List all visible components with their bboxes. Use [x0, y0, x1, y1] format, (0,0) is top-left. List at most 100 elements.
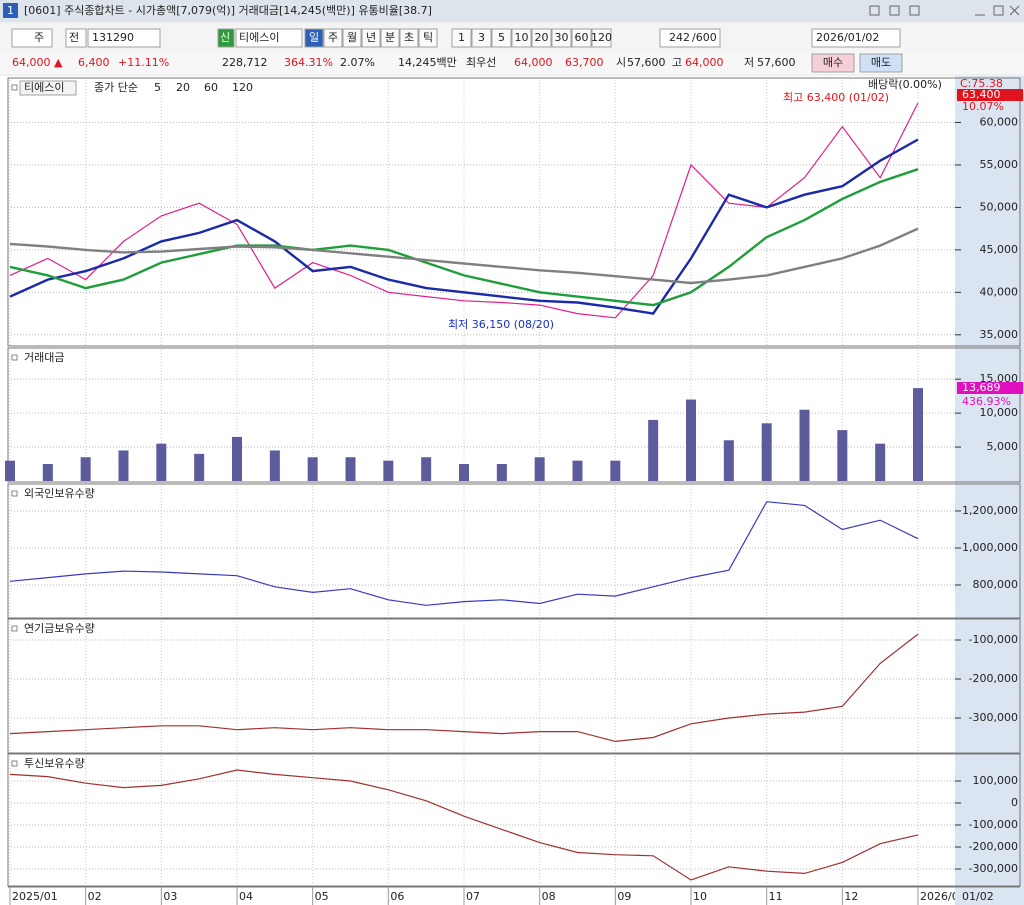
period-button[interactable] [361, 28, 381, 48]
quote-change: 6,400 [78, 56, 110, 69]
series-line [9, 168, 919, 307]
bar [723, 440, 734, 481]
market[interactable]: 주 [34, 31, 44, 44]
interval-button[interactable] [491, 28, 512, 48]
period-button[interactable] [380, 28, 400, 48]
y-tick-label: 35,000 [980, 328, 1019, 341]
name-box[interactable] [235, 28, 303, 48]
interval-label[interactable]: 10 [515, 31, 529, 44]
panel-frame [7, 483, 1021, 619]
interval-label[interactable]: 60 [575, 31, 589, 44]
y-tick-label: 0 [1011, 796, 1018, 809]
x-tick-label: 04 [239, 890, 253, 903]
period-button[interactable] [342, 28, 362, 48]
y-tick-label: 60,000 [980, 115, 1019, 128]
bar [572, 460, 583, 481]
bar [232, 436, 242, 481]
annotation: 최저 36,150 (08/20) [448, 318, 554, 331]
code[interactable]: 131290 [92, 31, 134, 44]
panel-title: 연기금보유수량 [24, 622, 95, 635]
bar [269, 450, 280, 481]
interval-label[interactable]: 30 [555, 31, 569, 44]
interval-label[interactable]: 20 [535, 31, 549, 44]
interval-button[interactable] [551, 28, 572, 48]
control-icon[interactable] [909, 5, 920, 16]
sell[interactable]: 매도 [871, 56, 891, 69]
x-tick-label: 02 [88, 890, 102, 903]
y-tick-label: -200,000 [969, 672, 1018, 685]
x-tick-label: 09 [617, 890, 631, 903]
period-button[interactable] [304, 28, 324, 48]
control-icon[interactable] [889, 5, 900, 16]
series-line [9, 138, 919, 315]
quote-open: 57,600 [627, 56, 666, 69]
interval-label[interactable]: 120 [591, 31, 612, 44]
period-label[interactable]: 주 [328, 31, 338, 44]
period-button[interactable] [418, 28, 438, 48]
y-tick-label: 10,000 [980, 406, 1019, 419]
period-label[interactable]: 년 [366, 31, 376, 44]
bar [118, 450, 129, 481]
interval-button[interactable] [471, 28, 492, 48]
count[interactable]: 242 [669, 31, 690, 44]
quote-high-label: 고 [672, 56, 682, 69]
market-select[interactable] [11, 28, 53, 48]
control-icon[interactable] [869, 5, 880, 16]
stock-name[interactable]: 티에스이 [239, 31, 279, 44]
series-line [9, 227, 919, 285]
date[interactable]: 2026/01/02 [816, 31, 879, 44]
period-button[interactable] [399, 28, 419, 48]
x-tick-label: 08 [542, 890, 556, 903]
interval-label[interactable]: 1 [458, 31, 465, 44]
bar [80, 457, 91, 481]
period-label[interactable]: 틱 [423, 31, 433, 44]
y-tick-label: 40,000 [980, 285, 1019, 298]
y-tick-label: -100,000 [969, 818, 1018, 831]
bar [913, 388, 923, 481]
interval-button[interactable] [451, 28, 472, 48]
window-title: [0601] 주식종합차트 - 시가총액[7,079(억)] 거래대금[14,2… [24, 4, 432, 17]
prev[interactable]: 전 [69, 31, 79, 44]
quote-volume: 228,712 [222, 56, 268, 69]
quote-bid: 63,700 [565, 56, 604, 69]
panel-icon [11, 354, 18, 361]
period-label[interactable]: 월 [347, 31, 357, 44]
interval-button[interactable] [511, 28, 532, 48]
x-tick-label: 03 [163, 890, 177, 903]
axis-cover [955, 888, 1024, 905]
close[interactable] [1009, 5, 1020, 16]
y-tick-label: 45,000 [980, 243, 1019, 256]
interval-button[interactable] [531, 28, 552, 48]
bar [761, 423, 772, 481]
buy[interactable]: 매수 [823, 56, 843, 69]
interval-label[interactable]: 3 [478, 31, 485, 44]
maximize[interactable] [993, 5, 1004, 16]
right-label: 63,400 [962, 88, 1001, 101]
prev-button[interactable] [65, 28, 87, 48]
buy-button[interactable] [811, 53, 855, 73]
quote-turnover: 2.07% [340, 56, 375, 69]
x-tick-label: 06 [390, 890, 404, 903]
title-bar [0, 0, 1024, 22]
window-controls[interactable] [869, 5, 1020, 16]
price-tag [957, 89, 1023, 101]
interval-button[interactable] [571, 28, 592, 48]
x-tick-label: 11 [769, 890, 783, 903]
period-label[interactable]: 초 [404, 31, 414, 44]
y-tick-label: 800,000 [973, 578, 1019, 591]
quote-rate: +11.11% [118, 56, 169, 69]
panel-frame [7, 347, 1021, 483]
code-input[interactable] [87, 28, 161, 48]
period-label[interactable]: 일 [309, 30, 319, 44]
date-box[interactable] [811, 28, 901, 48]
right-axis [955, 76, 1024, 905]
interval-button[interactable] [591, 28, 612, 48]
sell-button[interactable] [859, 53, 903, 73]
count-box[interactable] [659, 28, 721, 48]
period-button[interactable] [323, 28, 343, 48]
panel-title: 외국인보유수량 [24, 487, 95, 500]
period-label[interactable]: 분 [385, 31, 395, 44]
interval-label[interactable]: 5 [498, 31, 505, 44]
quote-ask: 64,000 [514, 56, 553, 69]
